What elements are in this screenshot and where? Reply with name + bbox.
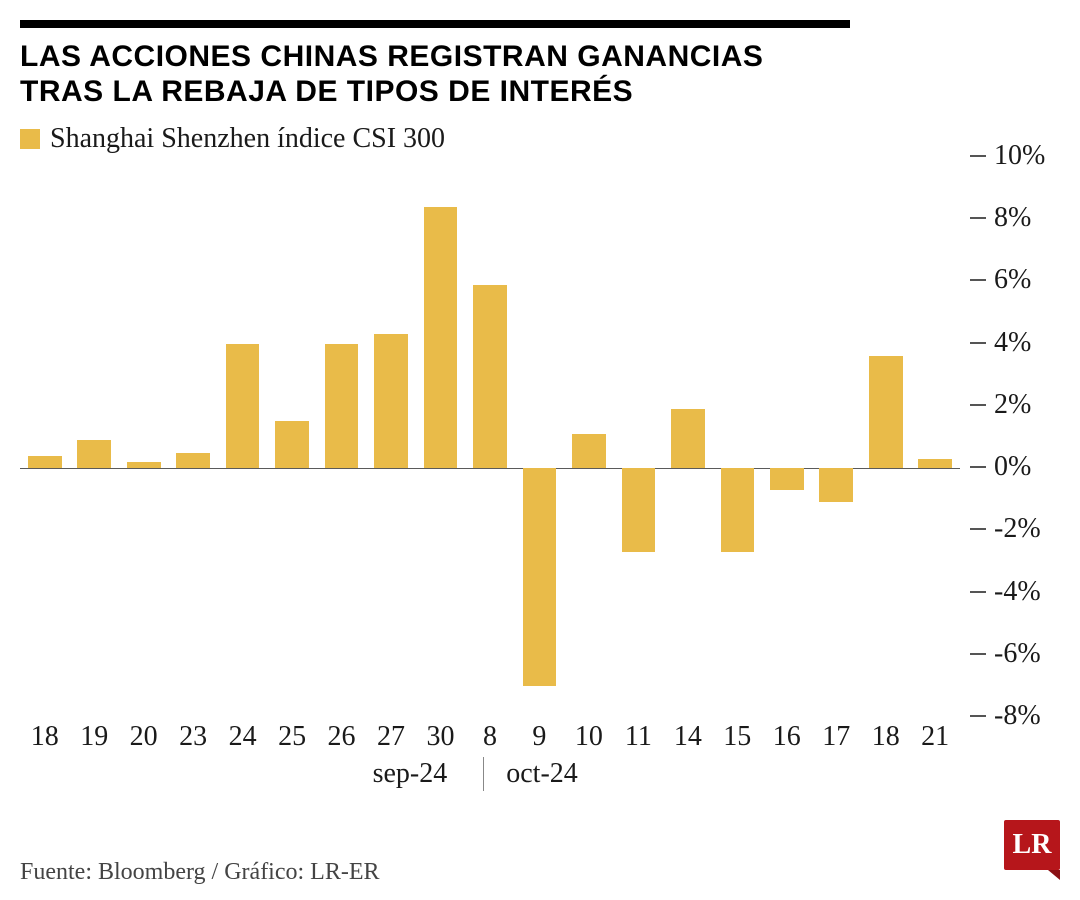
plot-area: 10%8%6%4%2%0%-2%-4%-6%-8%181920232425262… (20, 157, 960, 717)
month-axis: sep-24 oct-24 (20, 757, 960, 791)
month-label-right: oct-24 (502, 758, 578, 790)
y-tick: 8% (970, 202, 1031, 234)
bar (325, 344, 359, 468)
chart: 10%8%6%4%2%0%-2%-4%-6%-8%181920232425262… (20, 157, 1060, 767)
y-tick-label: 2% (994, 389, 1031, 421)
bar (77, 440, 111, 468)
bar (28, 456, 62, 468)
bar (275, 421, 309, 468)
title-line-2: TRAS LA REBAJA DE TIPOS DE INTERÉS (20, 75, 633, 108)
x-tick-label: 11 (614, 721, 663, 753)
x-tick-label: 30 (416, 721, 465, 753)
bar (127, 462, 161, 468)
y-tick-label: 4% (994, 327, 1031, 359)
y-tick-label: -4% (994, 576, 1041, 608)
y-tick: -8% (970, 700, 1041, 732)
y-tick-label: -2% (994, 513, 1041, 545)
y-tick-dash (970, 217, 986, 219)
y-tick-label: 8% (994, 202, 1031, 234)
x-tick-label: 18 (861, 721, 910, 753)
source-text: Fuente: Bloomberg / Gráfico: LR-ER (20, 859, 380, 886)
logo-text: LR (1013, 829, 1052, 861)
y-tick-dash (970, 715, 986, 717)
top-rule (20, 20, 850, 28)
bar (473, 285, 507, 469)
bar (622, 468, 656, 552)
legend-label: Shanghai Shenzhen índice CSI 300 (50, 123, 445, 155)
y-tick-label: -6% (994, 638, 1041, 670)
bar (374, 334, 408, 468)
bar (176, 453, 210, 469)
bar (918, 459, 952, 468)
x-tick-label: 9 (515, 721, 564, 753)
publisher-logo: LR (1004, 820, 1060, 870)
y-tick-label: 10% (994, 140, 1045, 172)
bar (721, 468, 755, 552)
y-tick: 10% (970, 140, 1045, 172)
legend-swatch (20, 129, 40, 149)
y-tick: 6% (970, 264, 1031, 296)
month-separator (483, 757, 484, 791)
y-tick-label: -8% (994, 700, 1041, 732)
x-axis-labels: 181920232425262730891011141516171821 (20, 721, 960, 753)
y-tick: 0% (970, 451, 1031, 483)
x-tick-label: 14 (663, 721, 712, 753)
x-tick-label: 23 (168, 721, 217, 753)
x-tick-label: 15 (713, 721, 762, 753)
chart-title: LAS ACCIONES CHINAS REGISTRAN GANANCIAS … (20, 40, 850, 109)
bar (671, 409, 705, 468)
x-tick-label: 21 (910, 721, 959, 753)
y-tick-dash (970, 653, 986, 655)
bar (819, 468, 853, 502)
month-label-left: sep-24 (20, 758, 465, 790)
y-tick-dash (970, 466, 986, 468)
y-tick: -6% (970, 638, 1041, 670)
y-tick-label: 0% (994, 451, 1031, 483)
x-tick-label: 26 (317, 721, 366, 753)
y-tick: -2% (970, 513, 1041, 545)
x-tick-label: 8 (465, 721, 514, 753)
y-tick-dash (970, 342, 986, 344)
bar (226, 344, 260, 468)
x-tick-label: 24 (218, 721, 267, 753)
x-tick-label: 18 (20, 721, 69, 753)
bar (869, 356, 903, 468)
legend: Shanghai Shenzhen índice CSI 300 (20, 123, 1060, 155)
bar (424, 207, 458, 468)
y-tick-dash (970, 404, 986, 406)
y-tick-dash (970, 279, 986, 281)
bar (770, 468, 804, 490)
y-tick: -4% (970, 576, 1041, 608)
y-tick: 4% (970, 327, 1031, 359)
y-tick-dash (970, 591, 986, 593)
bar (572, 434, 606, 468)
y-tick-label: 6% (994, 264, 1031, 296)
x-tick-label: 19 (69, 721, 118, 753)
y-tick-dash (970, 528, 986, 530)
x-tick-label: 20 (119, 721, 168, 753)
y-tick: 2% (970, 389, 1031, 421)
x-tick-label: 10 (564, 721, 613, 753)
title-line-1: LAS ACCIONES CHINAS REGISTRAN GANANCIAS (20, 40, 763, 73)
x-tick-label: 25 (267, 721, 316, 753)
y-tick-dash (970, 155, 986, 157)
x-tick-label: 27 (366, 721, 415, 753)
x-tick-label: 16 (762, 721, 811, 753)
bar (523, 468, 557, 686)
x-tick-label: 17 (812, 721, 861, 753)
